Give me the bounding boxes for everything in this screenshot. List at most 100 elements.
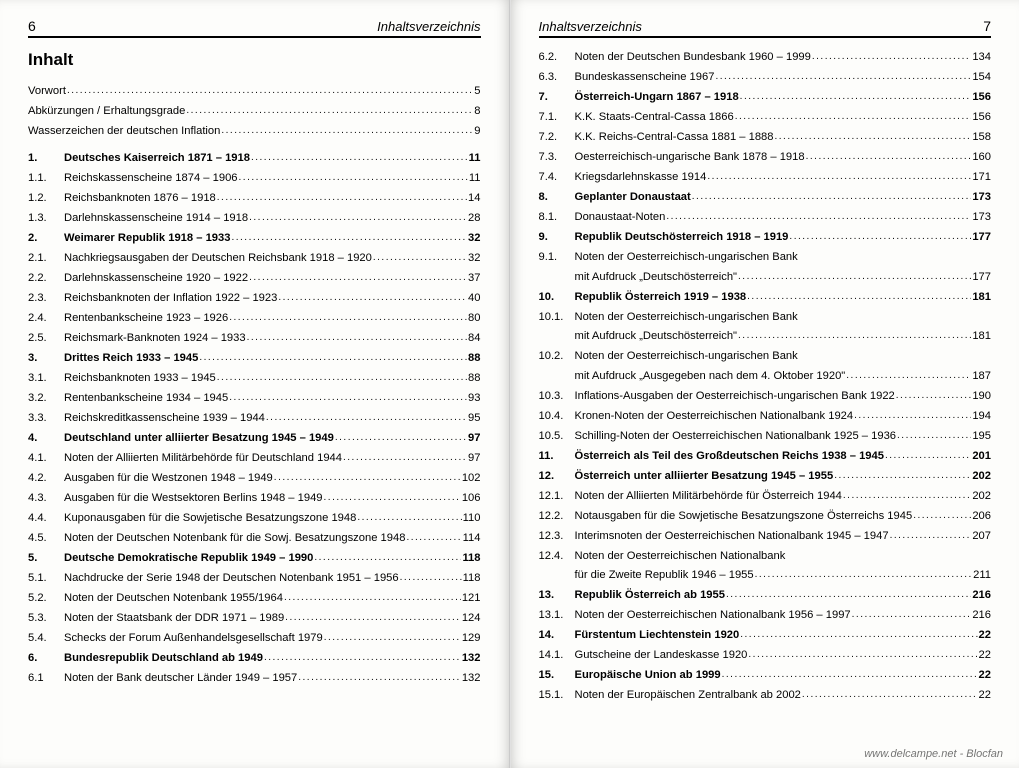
- page-number-right: 7: [983, 18, 991, 34]
- toc-num: 2.5.: [28, 331, 64, 345]
- toc-leader-dots: [789, 231, 971, 244]
- toc-line: 12.2.Notausgaben für die Sowjetische Bes…: [539, 509, 992, 524]
- toc-num: 9.1.: [539, 250, 575, 264]
- toc-leader-dots: [278, 292, 467, 305]
- toc-label: Deutschland unter alliierter Besatzung 1…: [64, 431, 335, 445]
- toc-leader-dots: [852, 609, 972, 622]
- toc-page: 187: [971, 369, 991, 383]
- toc-leader-dots: [239, 172, 468, 185]
- toc-line: 5.4.Schecks der Forum Außenhandelsgesell…: [28, 631, 481, 646]
- toc-label: Noten der Bank deutscher Länder 1949 – 1…: [64, 671, 298, 685]
- toc-label: Fürstentum Liechtenstein 1920: [575, 628, 741, 642]
- toc-leader-dots: [199, 352, 467, 365]
- toc-line: 12.4.Noten der Oesterreichischen Nationa…: [539, 549, 992, 563]
- toc-page: 177: [971, 270, 991, 284]
- toc-num: 10.4.: [539, 409, 575, 423]
- toc-leader-dots: [740, 629, 977, 642]
- toc-line: 6.2.Noten der Deutschen Bundesbank 1960 …: [539, 50, 992, 65]
- page-header-right: Inhaltsverzeichnis 7: [539, 18, 992, 38]
- toc-label: Schilling-Noten der Oesterreichischen Na…: [575, 429, 898, 443]
- toc-page: 211: [972, 568, 991, 582]
- toc-page: 206: [971, 509, 991, 523]
- toc-page: 110: [462, 511, 481, 525]
- toc-num: 1.: [28, 151, 64, 165]
- header-title-right: Inhaltsverzeichnis: [539, 19, 642, 34]
- toc-leader-dots: [812, 51, 971, 64]
- toc-num: 7.1.: [539, 110, 575, 124]
- toc-line: 6.3.Bundeskassenscheine 1967154: [539, 70, 992, 85]
- toc-leader-dots: [802, 689, 978, 702]
- toc-page: 132: [461, 671, 481, 685]
- toc-label: Darlehnskassenscheine 1920 – 1922: [64, 271, 249, 285]
- toc-page: 28: [467, 211, 480, 225]
- toc-line: 4.3.Ausgaben für die Westsektoren Berlin…: [28, 491, 481, 506]
- toc-label: Reichsbanknoten 1933 – 1945: [64, 371, 217, 385]
- toc-num: 4.4.: [28, 511, 64, 525]
- toc-num: 13.: [539, 588, 575, 602]
- toc-leader-dots: [186, 105, 473, 118]
- toc-line: 8.1.Donaustaat-Noten173: [539, 210, 992, 225]
- toc-num: 2.3.: [28, 291, 64, 305]
- toc-line: 14.1.Gutscheine der Landeskasse 192022: [539, 648, 992, 663]
- toc-label: Bundeskassenscheine 1967: [575, 70, 716, 84]
- toc-line: 1.Deutsches Kaiserreich 1871 – 191811: [28, 151, 481, 166]
- toc-label: mit Aufdruck „Ausgegeben nach dem 4. Okt…: [575, 369, 847, 383]
- toc-leader-dots: [834, 470, 971, 483]
- toc-leader-dots: [806, 151, 972, 164]
- toc-line: 15.Europäische Union ab 199922: [539, 668, 992, 683]
- toc-label: Noten der Oesterreichischen Nationalbank…: [575, 608, 852, 622]
- toc-label: Noten der Alliierten Militärbehörde für …: [64, 451, 343, 465]
- toc-page: 156: [971, 90, 991, 104]
- toc-line: 13.1.Noten der Oesterreichischen Nationa…: [539, 608, 992, 623]
- toc-leader-dots: [854, 410, 971, 423]
- toc-num: 1.1.: [28, 171, 64, 185]
- toc-leader-dots: [285, 612, 461, 625]
- toc-label: Noten der Oesterreichisch-ungarischen Ba…: [575, 310, 799, 324]
- toc-leader-dots: [715, 71, 971, 84]
- toc-num: 4.1.: [28, 451, 64, 465]
- toc-line: 1.3.Darlehnskassenscheine 1914 – 191828: [28, 211, 481, 226]
- toc-num: 11.: [539, 449, 575, 463]
- toc-label: Noten der Oesterreichisch-ungarischen Ba…: [575, 250, 799, 264]
- toc-page: 114: [462, 531, 481, 545]
- toc-line: 12.1.Noten der Alliierten Militärbehörde…: [539, 489, 992, 504]
- toc-leader-dots: [217, 192, 467, 205]
- toc-label: Österreich als Teil des Großdeutschen Re…: [575, 449, 885, 463]
- toc-line: 5.1.Nachdrucke der Serie 1948 der Deutsc…: [28, 571, 481, 586]
- toc-label: Abkürzungen / Erhaltungsgrade: [28, 104, 186, 118]
- toc-page: 216: [971, 588, 991, 602]
- toc-page: 173: [971, 190, 991, 204]
- toc-line: 5.Deutsche Demokratische Republik 1949 –…: [28, 551, 481, 566]
- toc-page: 37: [467, 271, 480, 285]
- toc-leader-dots: [400, 572, 462, 585]
- watermark: www.delcampe.net - Blocfan: [864, 748, 1003, 760]
- toc-page: 93: [467, 391, 480, 405]
- toc-label: Kriegsdarlehnskasse 1914: [575, 170, 708, 184]
- toc-label: Oesterreichisch-ungarische Bank 1878 – 1…: [575, 150, 806, 164]
- toc-line: mit Aufdruck „Ausgegeben nach dem 4. Okt…: [539, 369, 992, 384]
- toc-label: Noten der Oesterreichisch-ungarischen Ba…: [575, 349, 799, 363]
- toc-label: Schecks der Forum Außenhandelsgesellscha…: [64, 631, 324, 645]
- toc-leader-dots: [735, 111, 972, 124]
- toc-page: 11: [468, 151, 481, 165]
- book-spread: 6 Inhaltsverzeichnis Inhalt Vorwort5Abkü…: [0, 0, 1019, 768]
- toc-line: Wasserzeichen der deutschen Inflation9: [28, 124, 481, 139]
- toc-line: 10.2.Noten der Oesterreichisch-ungarisch…: [539, 349, 992, 363]
- toc-leader-dots: [324, 492, 461, 505]
- toc-num: 10.2.: [539, 349, 575, 363]
- toc-label: Noten der Deutschen Notenbank 1955/1964: [64, 591, 284, 605]
- toc-label: mit Aufdruck „Deutschösterreich": [575, 329, 739, 343]
- toc-line: 8.Geplanter Donaustaat173: [539, 190, 992, 205]
- toc-leader-dots: [748, 649, 977, 662]
- toc-line: 10.Republik Österreich 1919 – 1938181: [539, 290, 992, 305]
- toc-leader-dots: [897, 430, 971, 443]
- toc-num: 12.: [539, 469, 575, 483]
- toc-label: Kronen-Noten der Oesterreichischen Natio…: [575, 409, 855, 423]
- toc-leader-dots: [324, 632, 461, 645]
- toc-line: 4.Deutschland unter alliierter Besatzung…: [28, 431, 481, 446]
- toc-page: 156: [971, 110, 991, 124]
- toc-leader-dots: [335, 432, 467, 445]
- toc-leader-dots: [740, 91, 972, 104]
- toc-leader-dots: [890, 530, 972, 543]
- toc-page: 181: [971, 329, 991, 343]
